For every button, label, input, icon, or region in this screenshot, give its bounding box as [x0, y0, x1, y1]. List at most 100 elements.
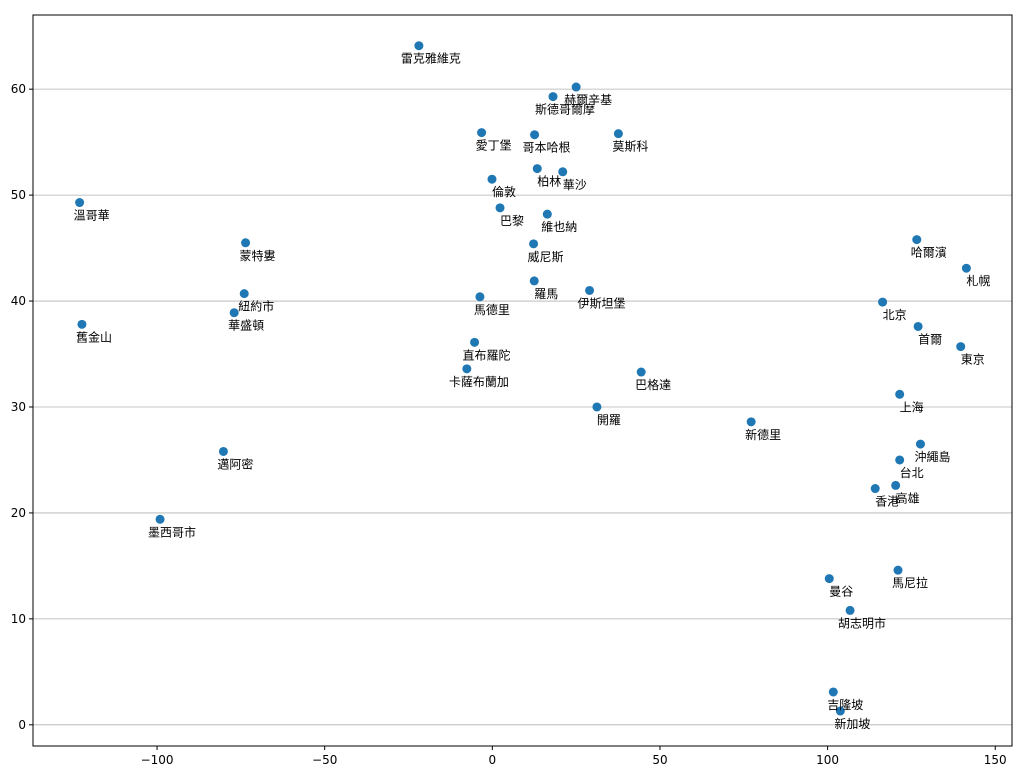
city-point [155, 514, 165, 524]
city-label: 沖繩島 [914, 449, 950, 464]
city-point [592, 402, 602, 412]
x-tick-label: 150 [984, 753, 1007, 767]
city-point [414, 41, 424, 51]
city-point [878, 297, 888, 307]
city-point [487, 174, 497, 184]
city-point [229, 308, 239, 318]
city-label: 雷克雅維克 [401, 51, 461, 66]
city-label: 馬尼拉 [892, 575, 928, 590]
points-layer [75, 41, 971, 716]
city-point [532, 164, 542, 174]
city-label: 開羅 [597, 413, 621, 427]
city-point [462, 364, 472, 374]
city-label: 羅馬 [534, 287, 558, 301]
city-label: 東京 [961, 353, 985, 367]
y-tick-label: 30 [11, 400, 26, 414]
city-label: 倫敦 [492, 184, 516, 199]
city-label: 巴黎 [500, 214, 524, 228]
city-label: 新加坡 [834, 716, 870, 731]
y-tick-label: 0 [18, 718, 26, 732]
city-label: 香港 [875, 495, 899, 509]
city-label: 札幌 [966, 273, 990, 288]
city-point [571, 82, 581, 92]
city-point [913, 321, 923, 331]
y-tick-label: 10 [11, 612, 26, 626]
city-point [241, 238, 251, 248]
city-point [613, 129, 623, 139]
city-point [891, 480, 901, 490]
city-point [915, 439, 925, 449]
city-point [530, 130, 540, 140]
city-label: 舊金山 [76, 329, 112, 344]
city-point [835, 706, 845, 716]
city-label: 溫哥華 [74, 209, 110, 223]
x-tick-label: 100 [816, 753, 839, 767]
city-label: 直布羅陀 [463, 347, 511, 362]
city-point [495, 203, 505, 213]
city-label: 華沙 [563, 178, 587, 192]
city-point [548, 92, 558, 102]
city-point [828, 687, 838, 697]
city-label: 威尼斯 [528, 250, 564, 264]
city-label: 上海 [900, 399, 924, 414]
city-point [870, 484, 880, 494]
x-tick-label: 0 [489, 753, 497, 767]
city-label: 哥本哈根 [523, 141, 571, 155]
city-point [75, 198, 85, 208]
y-tick-label: 40 [11, 294, 26, 308]
city-point [636, 367, 646, 377]
city-label: 胡志明市 [838, 615, 886, 630]
y-tick-label: 20 [11, 506, 26, 520]
city-label: 維也納 [541, 220, 577, 234]
city-label: 首爾 [918, 332, 942, 346]
city-point [529, 239, 539, 249]
city-label: 新德里 [745, 427, 781, 442]
city-point [845, 605, 855, 615]
axis-layer: 0 10 20 30 40 50 60 −100 −50 0 50 100 150 [11, 82, 1007, 767]
city-point [529, 276, 539, 286]
city-label: 紐約市 [238, 299, 274, 314]
city-point [77, 319, 87, 329]
city-point [218, 446, 228, 456]
city-label: 台北 [900, 465, 924, 480]
city-point [824, 574, 834, 584]
y-tick-label: 50 [11, 188, 26, 202]
city-label: 高雄 [896, 490, 920, 505]
city-label: 柏林 [537, 174, 561, 189]
city-point [470, 337, 480, 347]
city-label: 莫斯科 [612, 140, 648, 154]
city-point [893, 565, 903, 575]
city-point [585, 285, 595, 295]
city-label: 邁阿密 [217, 456, 253, 471]
city-label: 愛丁堡 [476, 138, 512, 153]
city-label: 蒙特婁 [240, 248, 276, 263]
city-point [239, 289, 249, 299]
city-point [912, 235, 922, 245]
x-tick-label: −100 [141, 753, 174, 767]
city-label: 墨西哥市 [148, 524, 196, 539]
city-label: 哈爾濱 [911, 246, 947, 260]
city-point [558, 167, 568, 177]
city-point [895, 389, 905, 399]
city-point [956, 342, 966, 352]
x-tick-label: −50 [312, 753, 337, 767]
city-label: 斯德哥爾摩 [535, 102, 595, 117]
city-point [961, 263, 971, 273]
city-label: 吉隆坡 [827, 697, 863, 712]
city-label: 北京 [883, 308, 907, 322]
y-tick-label: 60 [11, 82, 26, 96]
city-label: 赫爾辛基 [564, 93, 612, 107]
city-point [542, 209, 552, 219]
x-tick-label: 50 [652, 753, 667, 767]
city-label: 曼谷 [829, 585, 853, 599]
plot-frame [32, 14, 1013, 747]
city-label: 華盛頓 [228, 318, 264, 333]
grid-layer [33, 88, 1012, 726]
city-point [477, 128, 487, 138]
city-label: 巴格達 [635, 377, 671, 392]
city-label: 伊斯坦堡 [578, 295, 626, 310]
city-point [895, 455, 905, 465]
city-point [746, 417, 756, 427]
